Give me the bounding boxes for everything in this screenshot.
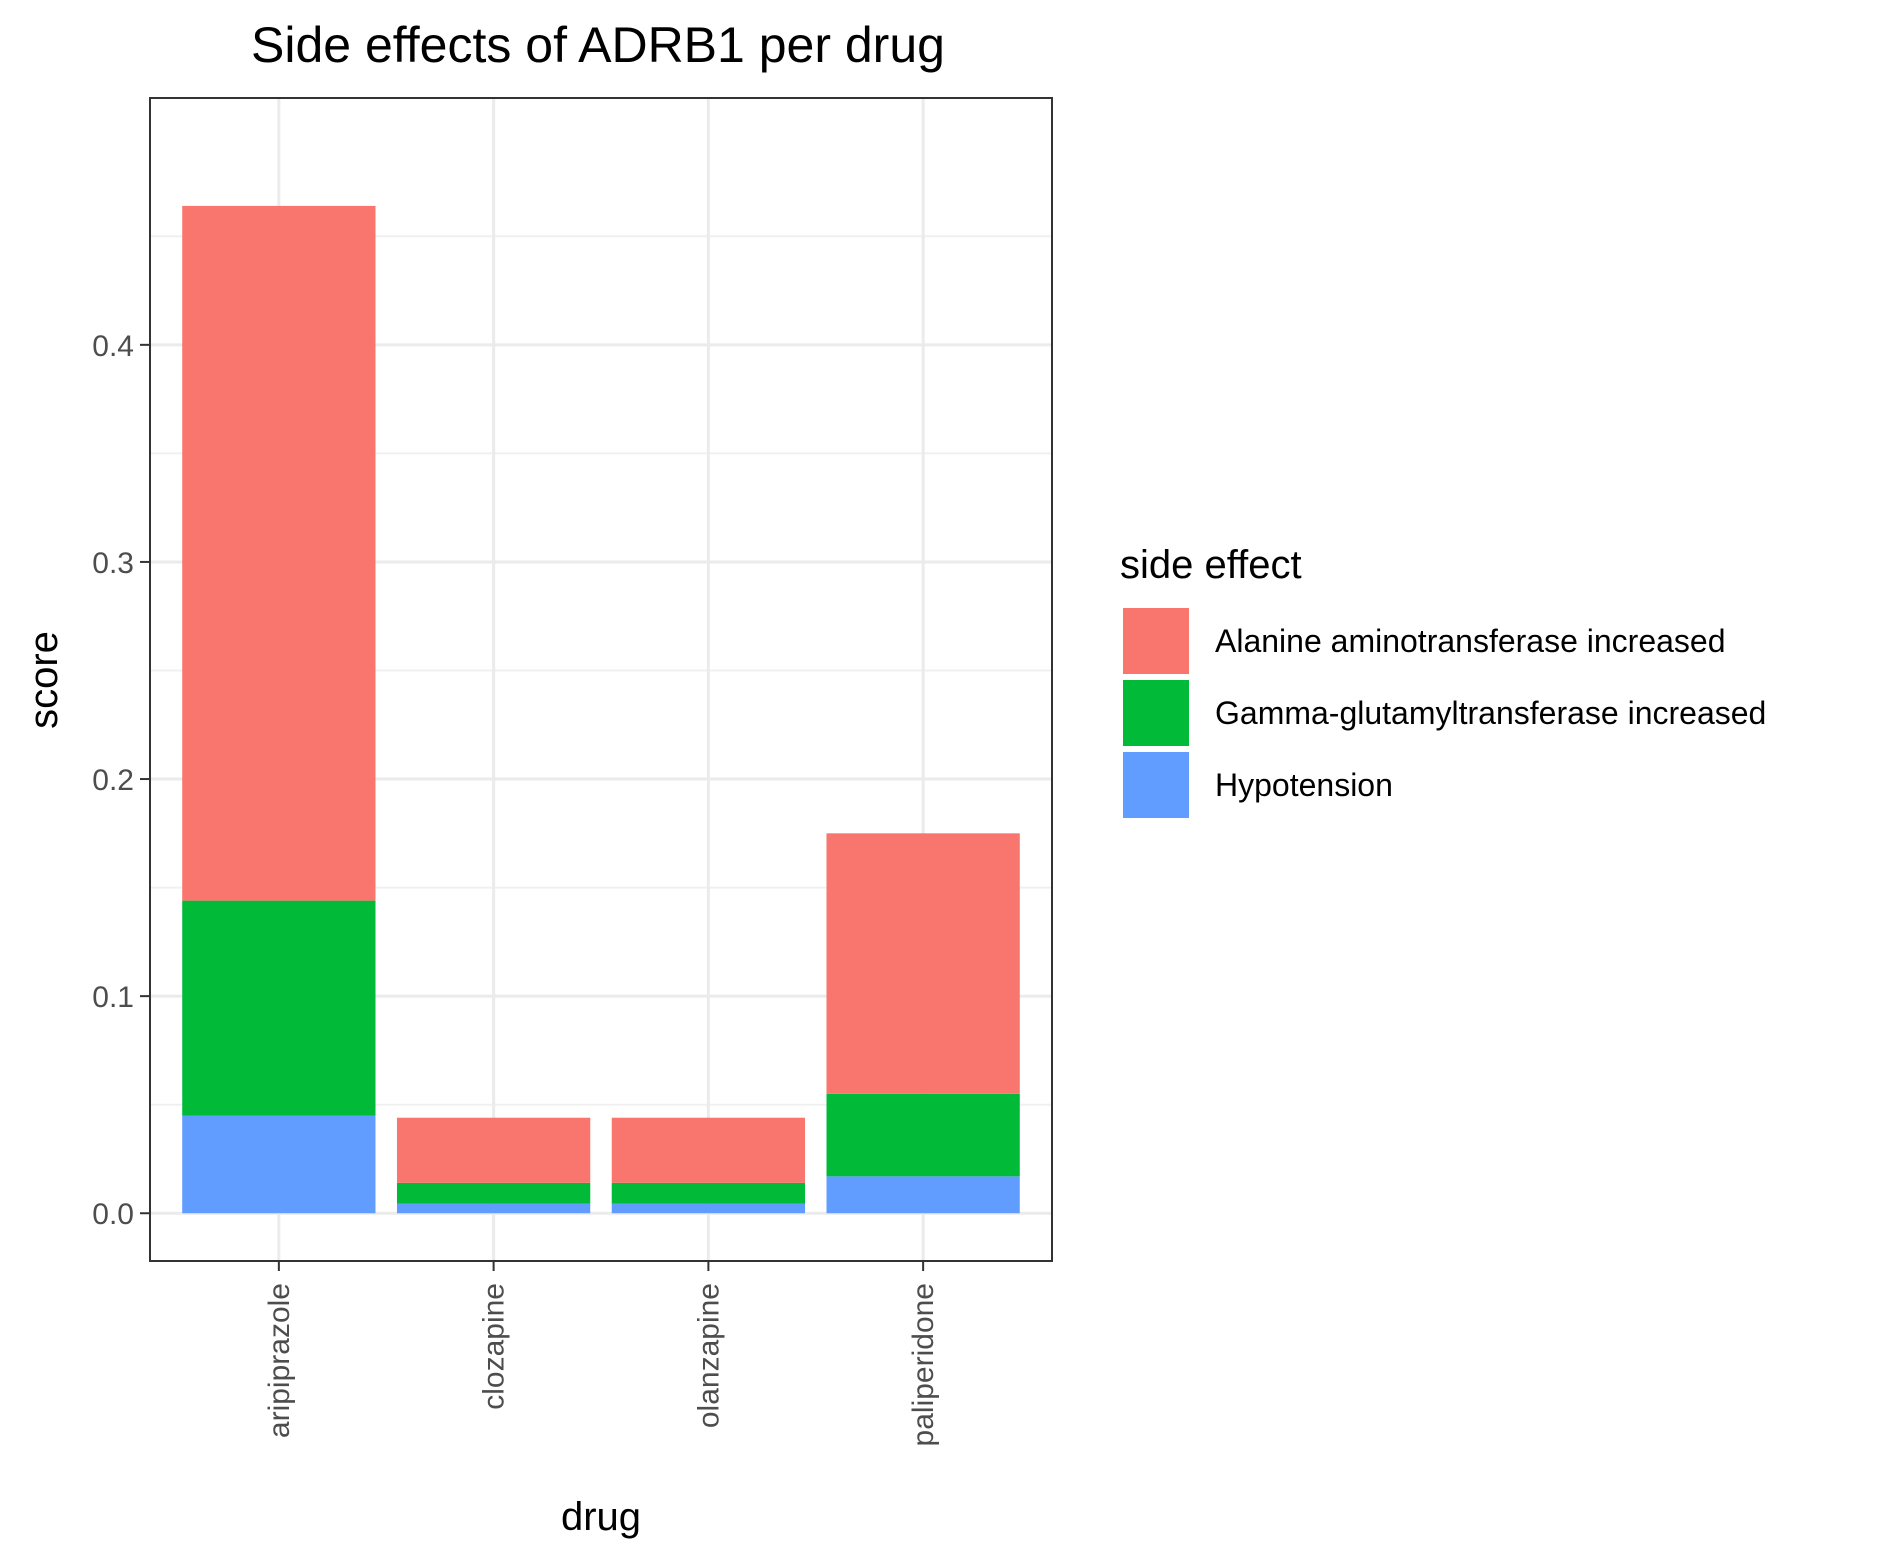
bar-segment-olanzapine-0 [611,1203,806,1214]
legend-label-2: Hypotension [1215,767,1393,803]
y-tick-label: 0.3 [92,547,134,580]
bar-segment-paliperidone-0 [826,1176,1020,1214]
x-tick-label: paliperidone [907,1283,940,1446]
y-tick-label: 0.2 [92,764,134,797]
bar-segment-paliperidone-2 [826,833,1020,1094]
y-tick-label: 0.1 [92,981,134,1014]
bar-segment-clozapine-0 [396,1203,591,1214]
x-axis: aripiprazole clozapine olanzapine paliperid… [263,1261,940,1446]
bar-segment-aripiprazole-1 [182,900,376,1116]
x-tick-label: aripiprazole [263,1283,296,1438]
bar-segment-aripiprazole-2 [182,205,376,901]
legend: side effect Alanine aminotransferase inc… [1120,543,1766,818]
bar-segment-olanzapine-2 [611,1117,806,1183]
y-axis: 0.0 0.1 0.2 0.3 0.4 [92,330,150,1231]
legend-key-2 [1123,752,1189,818]
x-tick-label: clozapine [478,1283,511,1410]
bar-segment-paliperidone-1 [826,1093,1020,1177]
bar-segment-clozapine-1 [396,1182,591,1204]
bar-segment-olanzapine-1 [611,1182,806,1204]
chart-title: Side effects of ADRB1 per drug [251,17,945,73]
plot-border [149,97,1053,1262]
legend-label-1: Gamma-glutamyltransferase increased [1215,695,1766,731]
y-tick-label: 0.0 [92,1198,134,1231]
legend-label-0: Alanine aminotransferase increased [1215,623,1726,659]
legend-key-1 [1123,680,1189,746]
legend-title: side effect [1120,543,1302,587]
bar-segment-clozapine-2 [396,1117,591,1183]
legend-key-0 [1123,608,1189,674]
x-tick-label: olanzapine [692,1283,725,1428]
x-axis-title: drug [561,1495,641,1539]
bar-segment-aripiprazole-0 [182,1115,376,1214]
y-tick-label: 0.4 [92,330,134,363]
y-axis-title: score [22,631,66,729]
bars [182,205,1020,1214]
